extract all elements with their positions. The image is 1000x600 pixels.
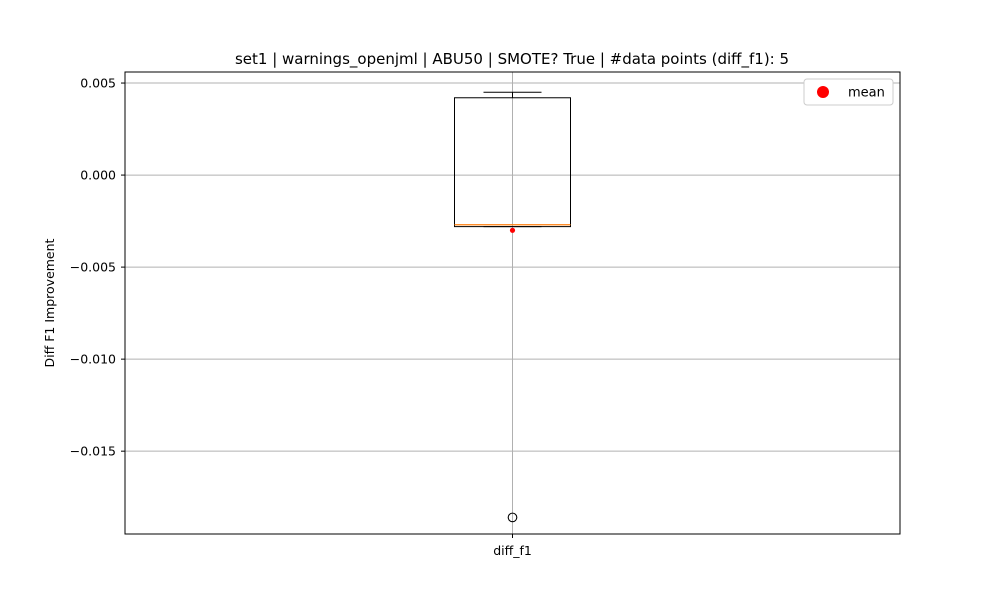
y-tick-label: −0.015 <box>70 444 116 459</box>
chart-title: set1 | warnings_openjml | ABU50 | SMOTE?… <box>235 50 789 69</box>
legend-frame <box>803 78 894 106</box>
grid-layer <box>125 72 900 534</box>
mean-marker <box>509 227 516 233</box>
tick-layer: 0.005 0.000 −0.005 −0.010 −0.015 diff_f1 <box>70 76 532 558</box>
x-tick-label: diff_f1 <box>493 543 532 558</box>
legend: mean <box>803 78 894 106</box>
box-layer <box>454 91 571 523</box>
y-tick-label: −0.005 <box>70 260 116 275</box>
y-tick-label: 0.000 <box>80 168 116 183</box>
legend-mean-marker <box>817 86 829 98</box>
box-iqr <box>454 97 571 228</box>
y-tick-label: 0.005 <box>80 76 116 91</box>
legend-entry-mean: mean <box>848 86 885 101</box>
outlier-point <box>507 512 518 523</box>
y-tick-label: −0.010 <box>70 352 116 367</box>
y-axis-label: Diff F1 Improvement <box>42 238 57 367</box>
